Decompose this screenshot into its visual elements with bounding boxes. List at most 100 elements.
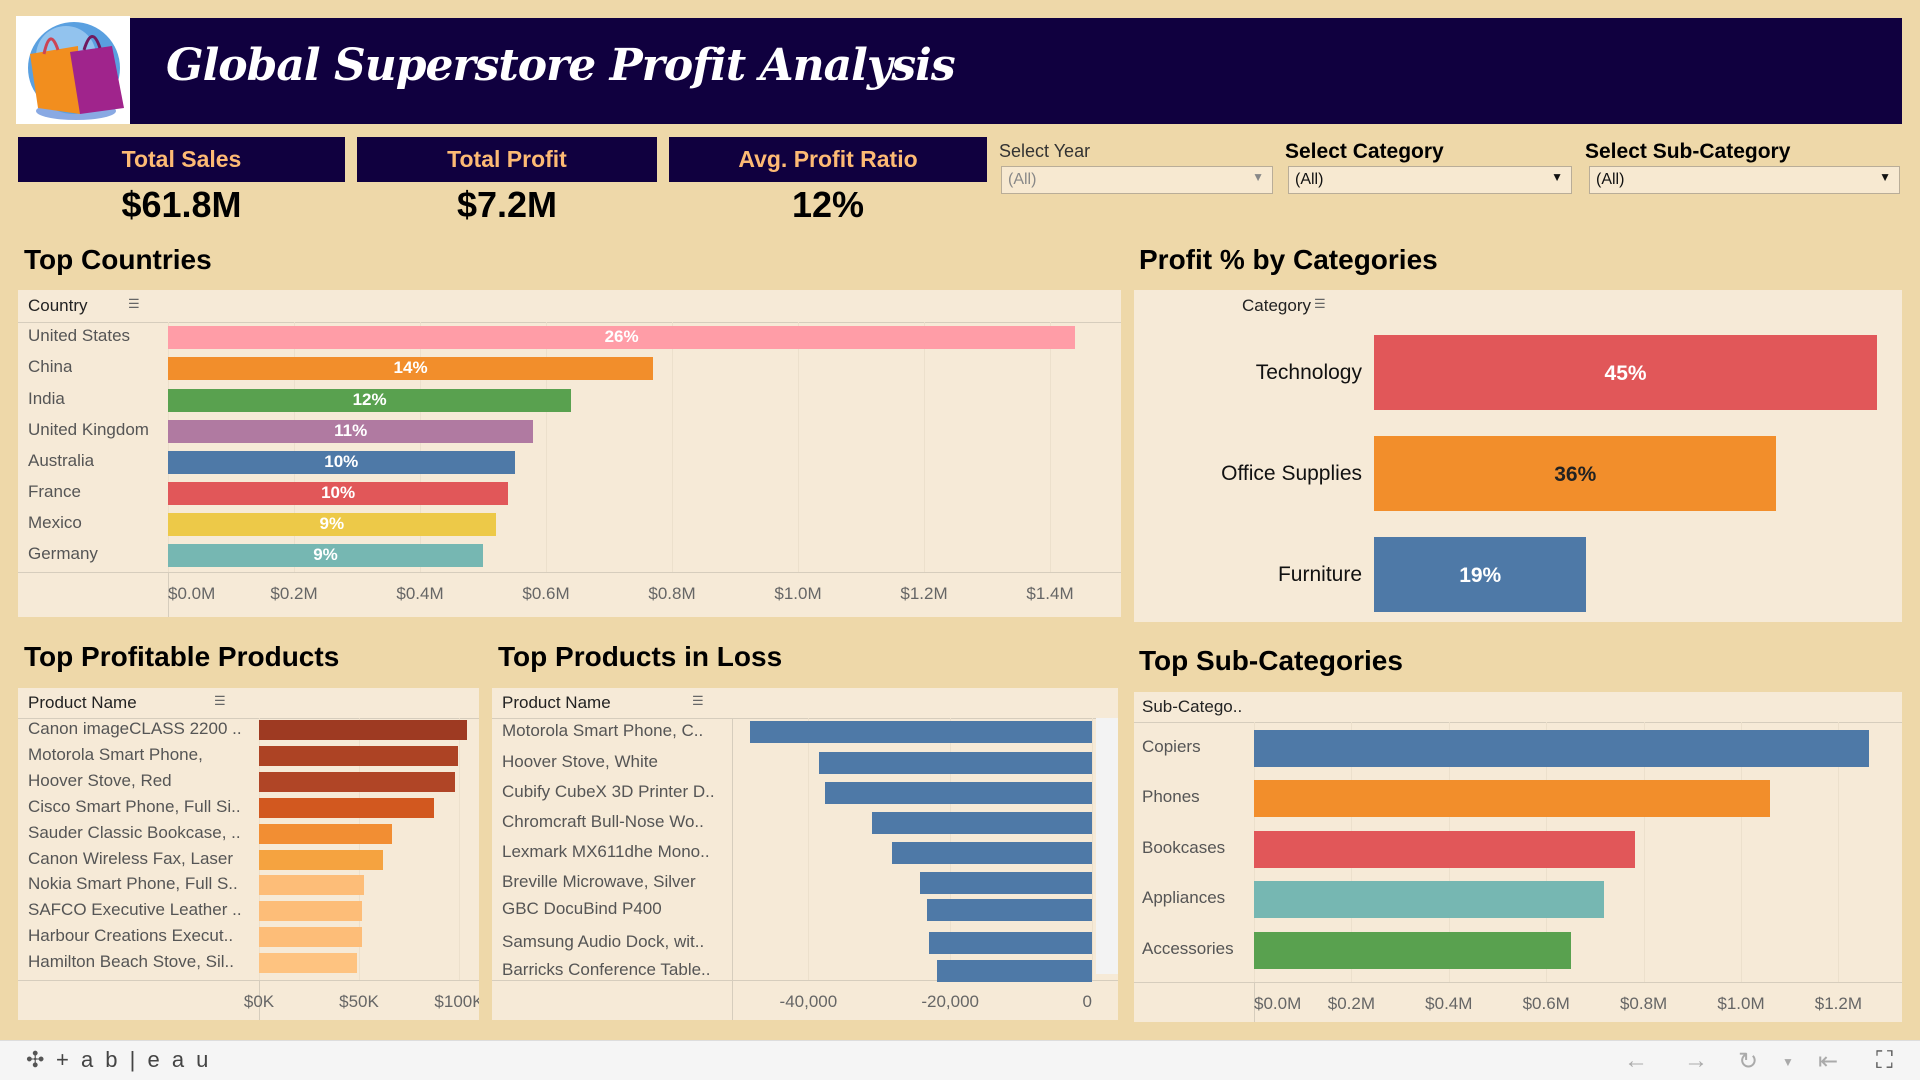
- undo-icon[interactable]: ←: [1624, 1047, 1648, 1074]
- bar[interactable]: [1374, 334, 1878, 410]
- bar[interactable]: [259, 953, 357, 973]
- row-header: Country: [28, 296, 88, 315]
- gridline: [546, 322, 547, 572]
- kpi-avg-profit-ratio-value: 12%: [791, 184, 865, 225]
- header-divider: [18, 718, 479, 719]
- row-label: Office Supplies: [1221, 462, 1362, 485]
- bar[interactable]: [819, 752, 1092, 774]
- bar[interactable]: [168, 512, 496, 536]
- row-label: Chromcraft Bull-Nose Wo..: [502, 812, 704, 831]
- bar[interactable]: [168, 419, 534, 443]
- bar[interactable]: [892, 842, 1092, 864]
- axis-tick-label: $0.6M: [1522, 994, 1570, 1013]
- axis-tick-label: $0.4M: [396, 584, 444, 603]
- logo: [16, 16, 130, 124]
- row-label: Accessories: [1142, 939, 1234, 958]
- bar[interactable]: [168, 481, 509, 505]
- dropdown-icon[interactable]: ▼: [1782, 1055, 1794, 1069]
- bar-data-label: 11%: [334, 421, 368, 440]
- bar-data-label: 9%: [313, 545, 338, 564]
- axis-tick-label: -20,000: [921, 992, 980, 1011]
- filter-subcategory-value: (All): [1596, 171, 1625, 188]
- gridline: [1643, 722, 1645, 982]
- bar[interactable]: [824, 782, 1092, 804]
- bar[interactable]: [1254, 830, 1635, 868]
- bar[interactable]: [1254, 931, 1571, 969]
- bar[interactable]: [749, 721, 1092, 743]
- bar[interactable]: [259, 798, 435, 818]
- sort-icon[interactable]: ☰: [692, 693, 704, 708]
- axis-tick-label: $1.2M: [900, 584, 948, 603]
- scrollbar[interactable]: [1096, 718, 1118, 974]
- row-label: France: [28, 482, 81, 501]
- axis-divider: [18, 980, 479, 981]
- row-header: Sub-Catego..: [1142, 697, 1243, 716]
- bar[interactable]: [259, 901, 363, 921]
- filter-year-dropdown[interactable]: (All) ▼: [1001, 166, 1273, 194]
- bar[interactable]: [1254, 880, 1604, 918]
- axis-tick-label: $0.2M: [1327, 994, 1376, 1013]
- gridline: [259, 718, 260, 980]
- axis-tick-label: $0.8M: [1619, 994, 1668, 1013]
- header-divider: [492, 718, 1118, 719]
- bar[interactable]: [1254, 779, 1770, 817]
- reset-icon[interactable]: ⇤: [1818, 1048, 1839, 1075]
- top-profitable-products-title: Top Profitable Products: [24, 641, 340, 672]
- bar[interactable]: [1254, 729, 1870, 767]
- sort-icon[interactable]: ☰: [1314, 296, 1326, 311]
- dashboard-title: Global Superstore Profit Analysis: [166, 40, 956, 91]
- bar[interactable]: [926, 899, 1092, 921]
- bar[interactable]: [259, 875, 364, 895]
- tableau-footer: ✣ + a b | e a u ← → ↻ ▼ ⇤ ⛶: [0, 1040, 1920, 1080]
- fullscreen-icon[interactable]: ⛶: [1876, 1047, 1893, 1074]
- bar[interactable]: [168, 543, 483, 567]
- tableau-logo-icon[interactable]: ✣: [26, 1047, 45, 1072]
- bar[interactable]: [259, 772, 456, 792]
- bar[interactable]: [936, 960, 1092, 982]
- header-divider: [18, 322, 1121, 323]
- row-label: Lexmark MX611dhe Mono..: [502, 842, 710, 861]
- row-header: Category: [1242, 296, 1311, 315]
- gridline: [168, 322, 169, 572]
- sort-icon[interactable]: ☰: [128, 296, 140, 311]
- kpi-total-sales-label: Total Sales: [18, 137, 345, 182]
- axis-tick-label: 0: [1082, 992, 1092, 1011]
- bar[interactable]: [168, 388, 572, 412]
- profit-by-category-title: Profit % by Categories: [1139, 244, 1438, 275]
- row-label: Breville Microwave, Silver: [502, 872, 696, 891]
- filter-category-dropdown[interactable]: (All) ▼: [1288, 166, 1572, 194]
- row-label: Hoover Stove, Red: [28, 771, 172, 790]
- row-header: Product Name: [502, 693, 611, 712]
- axis-tick-label: $0.6M: [522, 584, 570, 603]
- bar[interactable]: [259, 927, 363, 947]
- bar[interactable]: [259, 824, 393, 844]
- bar[interactable]: [259, 720, 468, 740]
- gridline: [1741, 722, 1742, 982]
- filter-subcategory-dropdown[interactable]: (All) ▼: [1589, 166, 1900, 194]
- bar[interactable]: [259, 850, 383, 870]
- bar-data-label: 19%: [1459, 564, 1502, 587]
- bar[interactable]: [168, 325, 1076, 349]
- bar[interactable]: [168, 356, 654, 380]
- bar[interactable]: [259, 746, 459, 766]
- revert-icon[interactable]: ↻: [1738, 1048, 1759, 1075]
- bar[interactable]: [871, 812, 1092, 834]
- row-label: Appliances: [1142, 888, 1226, 907]
- top-countries-chart: Country ☰ $0.0M $0.2M $0.4M $0.6M $0.8M $1.0M $1…: [18, 290, 1121, 617]
- bar[interactable]: [168, 450, 515, 474]
- kpi-total-profit-label: Total Profit: [357, 137, 657, 182]
- row-label: Copiers: [1142, 737, 1201, 756]
- axis-tick-label: $100K: [434, 992, 479, 1011]
- bar[interactable]: [1374, 536, 1587, 612]
- axis-tick-label: $1.0M: [1717, 994, 1765, 1013]
- bar[interactable]: [1374, 435, 1777, 511]
- chevron-down-icon: ▼: [1551, 170, 1563, 184]
- axis-tick-label: $0.0M: [1254, 994, 1302, 1013]
- bar[interactable]: [919, 872, 1092, 894]
- tableau-brand[interactable]: + a b | e a u: [56, 1047, 212, 1072]
- axis-tick-label: $0.2M: [270, 584, 318, 603]
- bar[interactable]: [928, 932, 1092, 954]
- redo-icon[interactable]: →: [1684, 1047, 1708, 1074]
- sort-icon[interactable]: ☰: [214, 693, 226, 708]
- row-label: Canon Wireless Fax, Laser: [28, 849, 234, 868]
